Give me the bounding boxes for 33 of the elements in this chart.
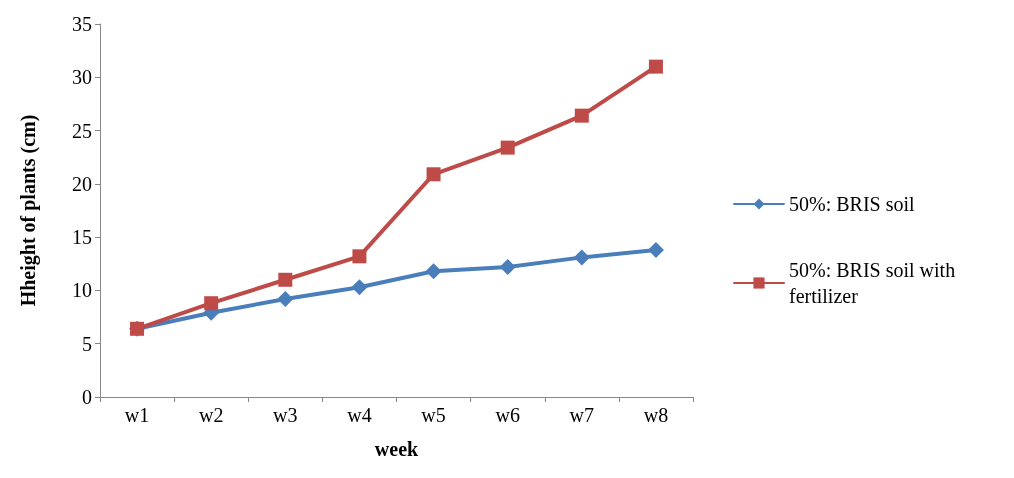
x-tick-label: w6 — [495, 404, 520, 426]
y-tick-label: 30 — [72, 66, 92, 89]
point — [500, 140, 515, 155]
point — [352, 249, 367, 264]
point — [574, 108, 589, 123]
y-tick-label: 20 — [72, 172, 92, 195]
y-tick-label: 5 — [82, 332, 92, 355]
y-tick-label: 15 — [72, 226, 92, 249]
point — [426, 167, 441, 182]
y-axis-title: Hheight of plants (cm) — [17, 114, 40, 307]
y-tick-label: 0 — [82, 386, 92, 408]
x-tick-label: w7 — [569, 404, 595, 426]
x-tick-label: w2 — [198, 404, 224, 426]
point — [648, 59, 663, 74]
point — [204, 296, 219, 311]
y-tick-label: 35 — [72, 13, 92, 35]
point — [499, 258, 516, 275]
point — [647, 241, 664, 258]
x-tick-label: w8 — [643, 404, 669, 426]
y-tick-label: 10 — [72, 279, 92, 302]
legend-label: 50%: BRIS soil with fertilizer — [789, 259, 956, 307]
legend-label: 50%: BRIS soil — [789, 193, 916, 215]
point — [278, 272, 293, 287]
x-tick-label: w3 — [273, 404, 298, 426]
point — [351, 279, 368, 296]
point — [277, 290, 294, 307]
point — [573, 249, 590, 266]
x-axis-title: week — [374, 438, 420, 460]
x-tick-label: w4 — [347, 404, 372, 426]
x-tick-label: w5 — [421, 404, 446, 426]
point — [425, 263, 442, 280]
y-tick-label: 25 — [72, 119, 92, 142]
x-tick-label: w1 — [124, 404, 150, 426]
